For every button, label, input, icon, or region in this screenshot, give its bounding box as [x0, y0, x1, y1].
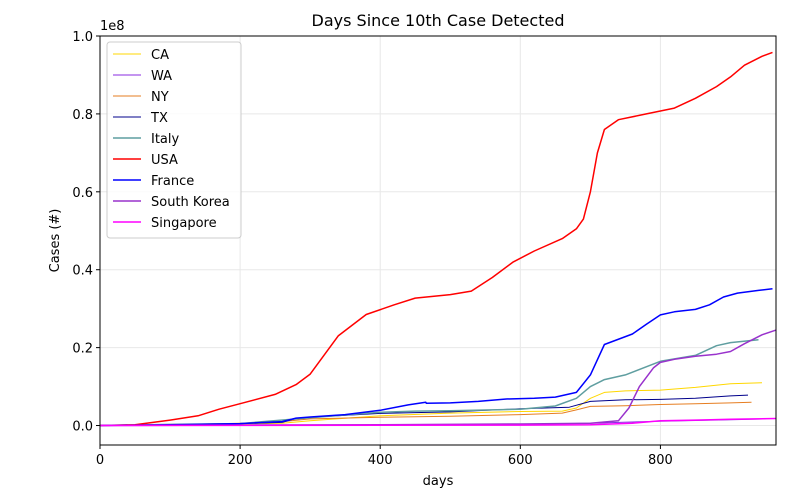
- legend-label-ca: CA: [151, 48, 169, 63]
- legend-label-ny: NY: [151, 90, 169, 105]
- series-line-usa: [99, 51, 773, 427]
- legend-label-italy: Italy: [151, 132, 180, 147]
- series-line-france: [99, 288, 773, 427]
- y-tick-label: 0.0: [72, 420, 93, 435]
- chart-title: Days Since 10th Case Detected: [312, 11, 565, 30]
- y-tick-label: 0.6: [72, 186, 93, 201]
- y-axis-ticks: 0.0 0.2 0.4 0.6 0.8 1.0: [72, 30, 100, 435]
- legend-label-france: France: [151, 174, 194, 189]
- y-tick-label: 0.2: [72, 342, 93, 357]
- x-tick-label: 800: [648, 453, 673, 468]
- legend-label-wa: WA: [151, 69, 172, 84]
- legend-box: [106, 41, 242, 239]
- y-axis-label: Cases (#): [48, 209, 63, 273]
- legend-label-south-korea: South Korea: [151, 195, 230, 210]
- series-line-singapore: [99, 417, 777, 427]
- series-line-ca: [99, 382, 763, 426]
- x-tick-label: 600: [508, 453, 533, 468]
- y-tick-label: 1.0: [72, 30, 93, 45]
- x-tick-label: 400: [368, 453, 393, 468]
- series-line-south-korea: [99, 329, 777, 427]
- legend-label-tx: TX: [150, 111, 168, 126]
- legend: CA WA NY TX Italy USA France South Korea Singapo…: [106, 41, 242, 239]
- x-axis-label: days: [423, 474, 454, 489]
- x-tick-label: 200: [228, 453, 253, 468]
- legend-label-usa: USA: [151, 153, 178, 168]
- x-tick-label: 0: [96, 453, 104, 468]
- series-lines: [99, 51, 777, 427]
- series-line-italy: [99, 339, 759, 427]
- y-axis-offset-label: 1e8: [100, 19, 125, 34]
- plot-frame: [99, 35, 777, 446]
- y-tick-label: 0.8: [72, 108, 93, 123]
- legend-label-singapore: Singapore: [151, 216, 217, 231]
- y-tick-label: 0.4: [72, 264, 93, 279]
- x-axis-ticks: 0 200 400 600 800: [96, 445, 673, 468]
